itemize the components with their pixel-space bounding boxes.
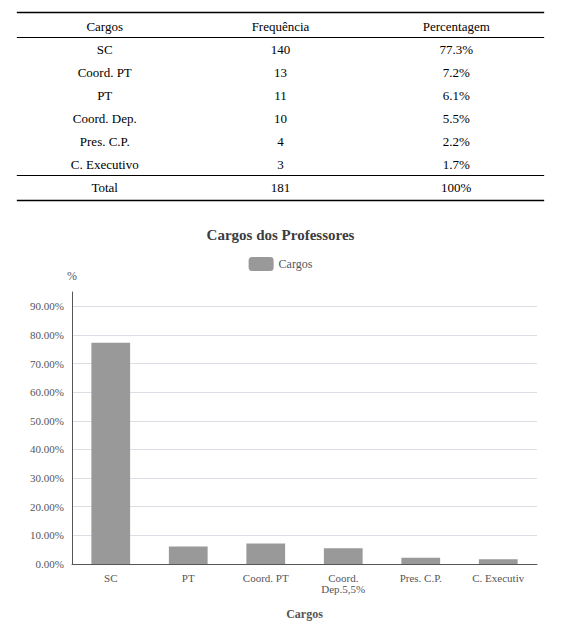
svg-text:Coord.: Coord. <box>328 571 359 584</box>
svg-text:10: 10 <box>274 111 287 126</box>
svg-text:C. Executiv: C. Executiv <box>472 572 524 584</box>
svg-text:2.2%: 2.2% <box>443 134 470 149</box>
svg-text:4: 4 <box>277 134 284 149</box>
svg-text:0.00%: 0.00% <box>36 558 64 570</box>
svg-text:C. Executivo: C. Executivo <box>71 157 139 172</box>
svg-text:Percentagem: Percentagem <box>423 19 490 34</box>
svg-text:90.00%: 90.00% <box>30 300 64 312</box>
svg-text:Frequência: Frequência <box>252 19 310 34</box>
svg-text:%: % <box>67 269 77 283</box>
svg-text:40.00%: 40.00% <box>30 443 64 455</box>
svg-text:13: 13 <box>274 65 287 80</box>
svg-text:Cargos: Cargos <box>86 19 123 34</box>
svg-text:PT: PT <box>97 88 112 103</box>
svg-text:60.00%: 60.00% <box>30 386 64 398</box>
svg-text:181: 181 <box>271 180 291 195</box>
svg-text:PT: PT <box>182 572 195 584</box>
svg-text:Cargos dos Professores: Cargos dos Professores <box>207 227 355 243</box>
svg-text:Coord. PT: Coord. PT <box>78 65 132 80</box>
svg-text:Coord. PT: Coord. PT <box>243 572 289 584</box>
svg-text:Total: Total <box>91 180 118 195</box>
svg-text:1.7%: 1.7% <box>443 157 470 172</box>
svg-text:Cargos: Cargos <box>279 257 313 271</box>
svg-text:SC: SC <box>97 42 113 57</box>
svg-text:Dep.5,5%: Dep.5,5% <box>321 583 365 595</box>
svg-text:7.2%: 7.2% <box>443 65 470 80</box>
svg-text:20.00%: 20.00% <box>30 501 64 513</box>
svg-text:5.5%: 5.5% <box>443 111 470 126</box>
svg-text:6.1%: 6.1% <box>443 88 470 103</box>
svg-text:Pres. C.P.: Pres. C.P. <box>400 572 442 584</box>
svg-text:Cargos: Cargos <box>286 607 323 621</box>
svg-text:10.00%: 10.00% <box>30 529 64 541</box>
svg-text:50.00%: 50.00% <box>30 415 64 427</box>
svg-text:3: 3 <box>277 157 284 172</box>
svg-text:70.00%: 70.00% <box>30 358 64 370</box>
svg-text:100%: 100% <box>441 180 472 195</box>
svg-text:80.00%: 80.00% <box>30 329 64 341</box>
svg-text:30.00%: 30.00% <box>30 472 64 484</box>
svg-text:Coord. Dep.: Coord. Dep. <box>73 111 137 126</box>
svg-text:SC: SC <box>104 572 117 584</box>
svg-text:Pres. C.P.: Pres. C.P. <box>80 134 130 149</box>
svg-text:11: 11 <box>274 88 287 103</box>
svg-text:77.3%: 77.3% <box>439 42 473 57</box>
svg-text:140: 140 <box>271 42 291 57</box>
